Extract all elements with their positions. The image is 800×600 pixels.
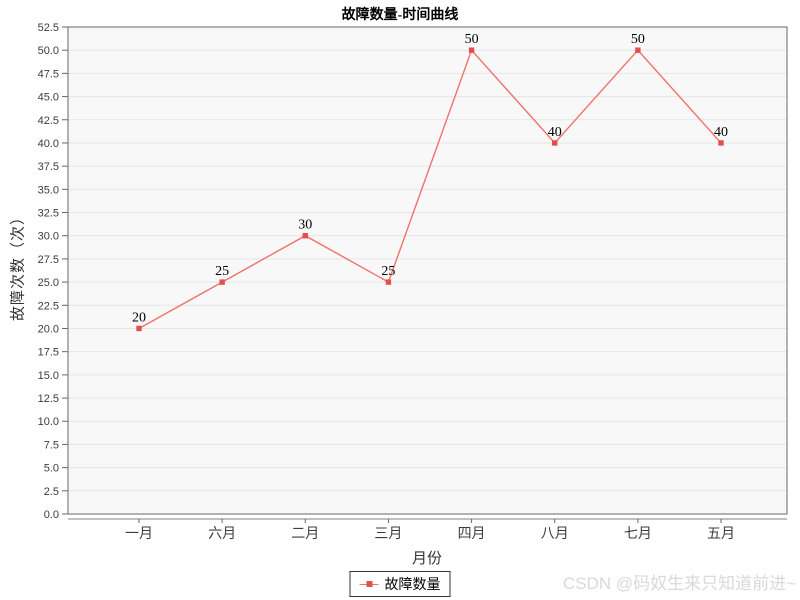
x-tick-label: 七月	[624, 526, 652, 542]
y-tick-label: 42.5	[38, 115, 59, 127]
watermark: CSDN @码奴生来只知道前进~	[562, 574, 796, 593]
y-tick-label: 27.5	[38, 254, 59, 266]
y-tick-label: 0.0	[44, 509, 59, 521]
y-tick-label: 5.0	[44, 463, 59, 475]
x-tick-label: 八月	[541, 526, 569, 542]
data-point-marker	[468, 47, 475, 53]
data-point-marker	[552, 140, 558, 146]
data-point-label: 30	[298, 218, 312, 233]
plot-background	[68, 27, 787, 514]
data-point-label: 40	[714, 125, 728, 140]
x-axis-title: 月份	[411, 551, 443, 567]
data-point-label: 50	[631, 32, 645, 47]
data-point-label: 50	[465, 32, 479, 47]
y-tick-label: 20.0	[38, 323, 59, 335]
y-tick-label: 22.5	[38, 300, 59, 312]
y-axis-title: 故障次数（次）	[10, 208, 27, 322]
y-tick-label: 2.5	[44, 486, 59, 498]
y-tick-label: 7.5	[44, 439, 59, 451]
x-tick-label: 六月	[208, 526, 236, 542]
data-point-marker	[302, 233, 308, 239]
x-tick-label: 四月	[458, 526, 486, 542]
chart-title: 故障数量-时间曲线	[341, 8, 459, 23]
y-tick-label: 35.0	[38, 184, 59, 196]
data-point-marker	[219, 279, 225, 285]
x-tick-label: 三月	[374, 526, 402, 542]
data-point-marker	[385, 279, 392, 285]
y-tick-label: 47.5	[38, 68, 59, 80]
data-point-marker	[635, 47, 641, 53]
legend-label: 故障数量	[384, 578, 441, 593]
data-point-label: 40	[548, 125, 562, 140]
data-point-label: 25	[381, 264, 395, 279]
x-tick-label: 二月	[291, 526, 319, 542]
y-tick-label: 45.0	[38, 92, 59, 104]
series-line	[138, 48, 722, 330]
y-tick-label: 15.0	[38, 370, 59, 382]
y-tick-label: 50.0	[38, 45, 59, 57]
axis-frame	[67, 26, 788, 515]
y-tick-label: 32.5	[38, 208, 59, 220]
data-point-marker	[718, 140, 724, 146]
y-tick-label: 10.0	[38, 416, 59, 428]
data-point-label: 25	[215, 264, 229, 279]
y-tick-label: 30.0	[38, 231, 59, 243]
x-tick-label: 五月	[707, 526, 735, 542]
y-tick-label: 25.0	[38, 277, 59, 289]
y-tick-label: 12.5	[38, 393, 59, 405]
legend: 故障数量	[349, 571, 451, 597]
legend-line-marker-icon	[359, 579, 379, 589]
y-tick-label: 17.5	[38, 347, 59, 359]
data-point-marker	[136, 325, 142, 332]
data-point-label: 20	[132, 310, 146, 325]
y-tick-label: 40.0	[38, 138, 59, 150]
x-tick-label: 一月	[125, 526, 153, 542]
y-tick-label: 37.5	[38, 161, 59, 173]
y-tick-label: 52.5	[38, 22, 59, 34]
